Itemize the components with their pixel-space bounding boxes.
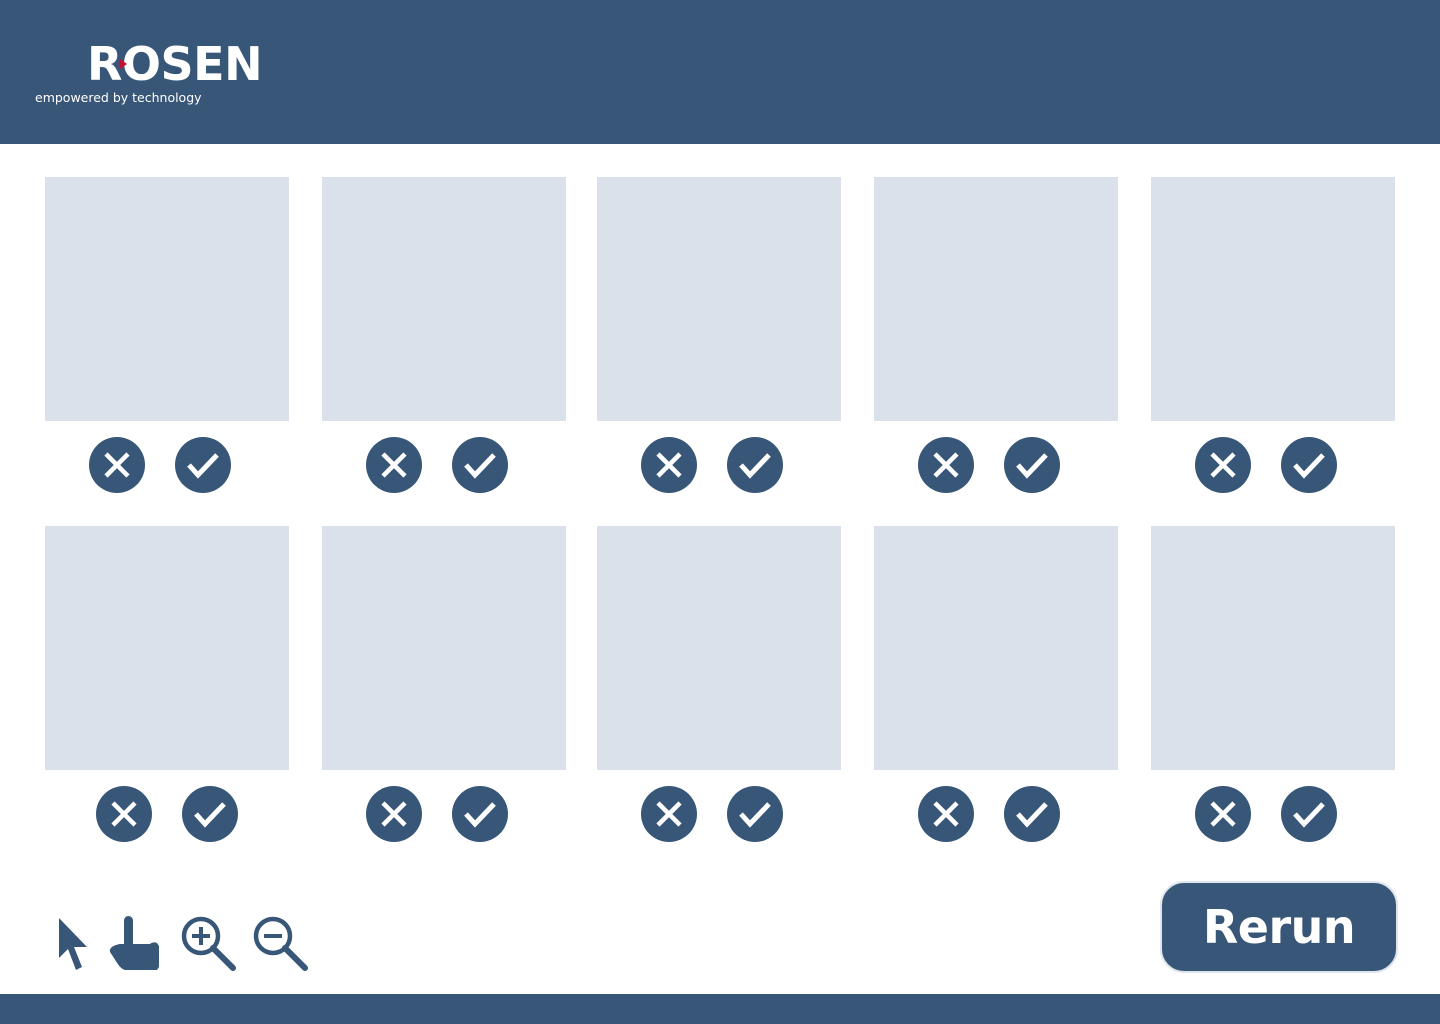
accept-button[interactable] xyxy=(727,786,783,842)
check-circle-icon xyxy=(1293,802,1325,828)
accept-button[interactable] xyxy=(1004,786,1060,842)
check-circle-icon xyxy=(739,453,771,479)
reject-button[interactable] xyxy=(96,786,152,842)
footer-bar xyxy=(0,994,1440,1024)
cell-actions xyxy=(1151,786,1395,842)
x-circle-icon xyxy=(1210,801,1236,827)
check-circle-icon xyxy=(464,453,496,479)
reject-button[interactable] xyxy=(366,786,422,842)
x-circle-icon xyxy=(381,801,407,827)
reject-button[interactable] xyxy=(1195,786,1251,842)
logo-accent-mark xyxy=(120,59,127,69)
accept-button[interactable] xyxy=(452,437,508,493)
cell-actions xyxy=(322,437,566,493)
image-placeholder[interactable] xyxy=(1151,177,1395,421)
accept-button[interactable] xyxy=(1004,437,1060,493)
cell-actions xyxy=(874,437,1118,493)
review-cell xyxy=(45,526,289,842)
reject-button[interactable] xyxy=(89,437,145,493)
logo-wordmark: ROSEN xyxy=(87,37,263,91)
review-cell xyxy=(1151,177,1395,493)
check-circle-icon xyxy=(1016,802,1048,828)
accept-button[interactable] xyxy=(182,786,238,842)
x-circle-icon xyxy=(111,801,137,827)
image-placeholder[interactable] xyxy=(322,177,566,421)
accept-button[interactable] xyxy=(1281,437,1337,493)
rerun-button[interactable]: Rerun xyxy=(1160,881,1398,973)
review-cell xyxy=(874,177,1118,493)
cell-actions xyxy=(45,437,289,493)
cell-actions xyxy=(597,437,841,493)
hand-pointer-icon[interactable] xyxy=(105,914,163,974)
x-circle-icon xyxy=(656,452,682,478)
accept-button[interactable] xyxy=(175,437,231,493)
cell-actions xyxy=(45,786,289,842)
review-cell xyxy=(597,177,841,493)
cell-actions xyxy=(1151,437,1395,493)
review-cell xyxy=(597,526,841,842)
image-placeholder[interactable] xyxy=(1151,526,1395,770)
review-cell xyxy=(874,526,1118,842)
image-placeholder[interactable] xyxy=(45,526,289,770)
cell-actions xyxy=(874,786,1118,842)
x-circle-icon xyxy=(933,801,959,827)
cell-actions xyxy=(322,786,566,842)
x-circle-icon xyxy=(104,452,130,478)
reject-button[interactable] xyxy=(1195,437,1251,493)
check-circle-icon xyxy=(1293,453,1325,479)
x-circle-icon xyxy=(381,452,407,478)
review-cell xyxy=(322,526,566,842)
image-placeholder[interactable] xyxy=(322,526,566,770)
accept-button[interactable] xyxy=(727,437,783,493)
accept-button[interactable] xyxy=(452,786,508,842)
x-circle-icon xyxy=(1210,452,1236,478)
image-placeholder[interactable] xyxy=(45,177,289,421)
header-bar: ROSEN empowered by technology xyxy=(0,0,1440,144)
reject-button[interactable] xyxy=(641,786,697,842)
cell-actions xyxy=(597,786,841,842)
review-cell xyxy=(322,177,566,493)
zoom-in-icon[interactable] xyxy=(179,914,239,974)
pointer-arrow-icon[interactable] xyxy=(55,914,97,974)
reject-button[interactable] xyxy=(366,437,422,493)
reject-button[interactable] xyxy=(918,437,974,493)
image-placeholder[interactable] xyxy=(597,526,841,770)
review-cell xyxy=(45,177,289,493)
tool-palette xyxy=(55,914,315,976)
check-circle-icon xyxy=(194,802,226,828)
rosen-logo: ROSEN empowered by technology xyxy=(35,40,275,112)
check-circle-icon xyxy=(464,802,496,828)
logo-tagline: empowered by technology xyxy=(35,90,202,105)
image-placeholder[interactable] xyxy=(874,526,1118,770)
check-circle-icon xyxy=(739,802,771,828)
zoom-out-icon[interactable] xyxy=(251,914,311,974)
x-circle-icon xyxy=(933,452,959,478)
image-placeholder[interactable] xyxy=(597,177,841,421)
x-circle-icon xyxy=(656,801,682,827)
accept-button[interactable] xyxy=(1281,786,1337,842)
image-placeholder[interactable] xyxy=(874,177,1118,421)
check-circle-icon xyxy=(1016,453,1048,479)
reject-button[interactable] xyxy=(918,786,974,842)
reject-button[interactable] xyxy=(641,437,697,493)
check-circle-icon xyxy=(187,453,219,479)
review-cell xyxy=(1151,526,1395,842)
